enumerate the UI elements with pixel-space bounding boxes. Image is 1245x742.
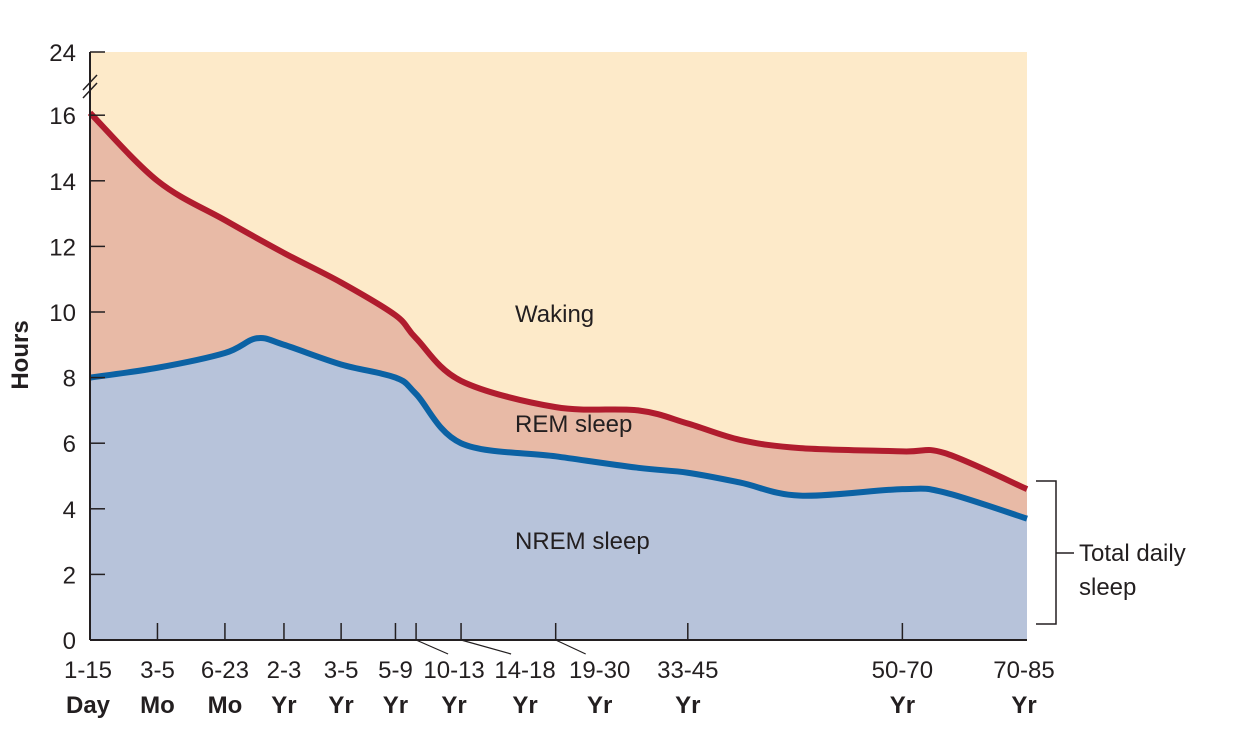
y-tick-label: 16: [49, 103, 76, 130]
x-category-unit: Mo: [208, 692, 243, 719]
y-tick-label: 0: [63, 628, 76, 655]
nrem-sleep-area: [90, 337, 1027, 640]
x-category-age: 14-18: [494, 657, 555, 684]
y-tick-label: 4: [63, 497, 76, 524]
x-category-age: 50-70: [872, 657, 933, 684]
x-category-age: 10-13: [423, 657, 484, 684]
x-category-age: 6-23: [201, 657, 249, 684]
x-category-unit: Yr: [383, 692, 408, 719]
axis-break-mark: [82, 82, 98, 99]
total-sleep-line: [87, 110, 1029, 492]
rem-sleep-label: REM sleep: [515, 411, 632, 438]
axis-break-mark: [82, 74, 98, 91]
y-tick-label: 14: [49, 169, 76, 196]
x-tick-leader: [460, 639, 512, 655]
x-category-age: 70-85: [993, 657, 1054, 684]
x-category-age: 5-9: [378, 657, 413, 684]
x-category-age: 1-15: [64, 657, 112, 684]
x-category-age: 3-5: [140, 657, 175, 684]
x-category-unit: Yr: [1011, 692, 1036, 719]
total-sleep-bracket: [1036, 480, 1074, 625]
x-category-age: 19-30: [569, 657, 630, 684]
x-tick-leader: [555, 639, 586, 655]
y-axis-title: Hours: [7, 320, 34, 389]
x-category-unit: Yr: [675, 692, 700, 719]
x-category-age: 2-3: [267, 657, 302, 684]
y-tick-label: 2: [63, 562, 76, 589]
x-category-unit: Yr: [271, 692, 296, 719]
x-category-unit: Yr: [441, 692, 466, 719]
waking-label: Waking: [515, 301, 594, 328]
x-category-age: 33-45: [657, 657, 718, 684]
y-tick-label: 12: [49, 234, 76, 261]
x-category-unit: Yr: [890, 692, 915, 719]
y-tick-label: 8: [63, 366, 76, 393]
x-category-unit: Day: [66, 692, 111, 719]
nrem-sleep-line: [89, 334, 1028, 522]
total-sleep-annotation: sleep: [1079, 574, 1136, 601]
x-tick-leader: [415, 639, 449, 655]
y-tick-label: 24: [49, 40, 76, 67]
x-category-unit: Yr: [587, 692, 612, 719]
x-category-unit: Yr: [328, 692, 353, 719]
x-category-unit: Yr: [512, 692, 537, 719]
x-category-age: 3-5: [324, 657, 359, 684]
x-category-unit: Mo: [140, 692, 175, 719]
total-sleep-annotation: Total daily: [1079, 540, 1186, 567]
nrem-sleep-label: NREM sleep: [515, 528, 650, 555]
y-tick-label: 6: [63, 431, 76, 458]
y-tick-label: 10: [49, 300, 76, 327]
